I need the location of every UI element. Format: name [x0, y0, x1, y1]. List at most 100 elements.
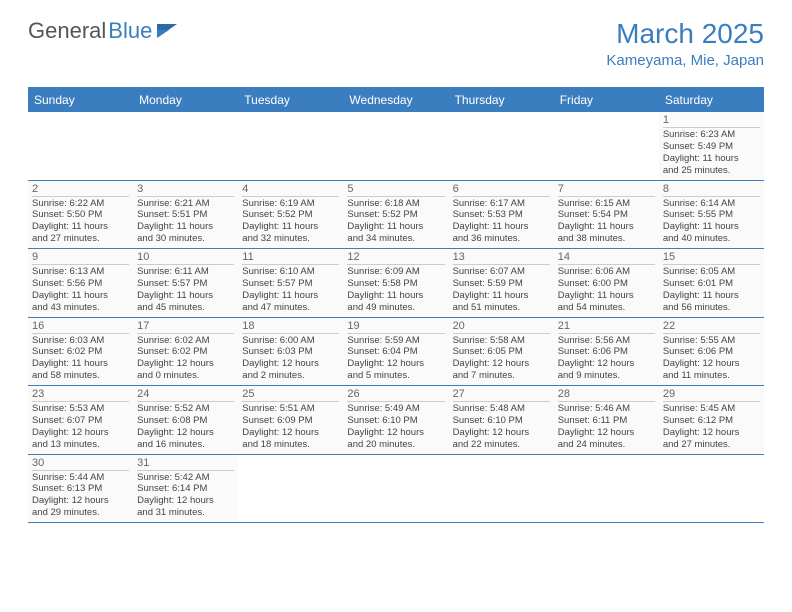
day-header: Wednesday [343, 89, 448, 112]
day-cell: 1Sunrise: 6:23 AMSunset: 5:49 PMDaylight… [659, 112, 764, 180]
day-cell: 27Sunrise: 5:48 AMSunset: 6:10 PMDayligh… [449, 386, 554, 454]
day-info: Sunrise: 5:48 AMSunset: 6:10 PMDaylight:… [453, 403, 550, 451]
day-number: 28 [558, 388, 655, 402]
day-number: 8 [663, 183, 760, 197]
day-info: Sunrise: 6:18 AMSunset: 5:52 PMDaylight:… [347, 198, 444, 246]
day-info: Sunrise: 5:44 AMSunset: 6:13 PMDaylight:… [32, 472, 129, 520]
month-title: March 2025 [606, 18, 764, 50]
day-number: 30 [32, 457, 129, 471]
day-cell: 22Sunrise: 5:55 AMSunset: 6:06 PMDayligh… [659, 318, 764, 386]
day-info: Sunrise: 6:17 AMSunset: 5:53 PMDaylight:… [453, 198, 550, 246]
location: Kameyama, Mie, Japan [606, 52, 764, 69]
day-cell: 18Sunrise: 6:00 AMSunset: 6:03 PMDayligh… [238, 318, 343, 386]
day-cell: 15Sunrise: 6:05 AMSunset: 6:01 PMDayligh… [659, 249, 764, 317]
day-number: 19 [347, 320, 444, 334]
day-number: 24 [137, 388, 234, 402]
day-cell: 3Sunrise: 6:21 AMSunset: 5:51 PMDaylight… [133, 181, 238, 249]
day-number: 27 [453, 388, 550, 402]
day-cell [449, 112, 554, 180]
day-number: 3 [137, 183, 234, 197]
day-cell: 28Sunrise: 5:46 AMSunset: 6:11 PMDayligh… [554, 386, 659, 454]
day-info: Sunrise: 6:11 AMSunset: 5:57 PMDaylight:… [137, 266, 234, 314]
day-number: 22 [663, 320, 760, 334]
day-cell: 26Sunrise: 5:49 AMSunset: 6:10 PMDayligh… [343, 386, 448, 454]
day-cell [238, 112, 343, 180]
day-info: Sunrise: 6:09 AMSunset: 5:58 PMDaylight:… [347, 266, 444, 314]
day-cell: 5Sunrise: 6:18 AMSunset: 5:52 PMDaylight… [343, 181, 448, 249]
day-cell: 11Sunrise: 6:10 AMSunset: 5:57 PMDayligh… [238, 249, 343, 317]
calendar: SundayMondayTuesdayWednesdayThursdayFrid… [28, 87, 764, 523]
day-info: Sunrise: 5:58 AMSunset: 6:05 PMDaylight:… [453, 335, 550, 383]
day-cell [554, 455, 659, 523]
day-info: Sunrise: 6:13 AMSunset: 5:56 PMDaylight:… [32, 266, 129, 314]
day-number: 13 [453, 251, 550, 265]
day-number: 14 [558, 251, 655, 265]
day-cell: 2Sunrise: 6:22 AMSunset: 5:50 PMDaylight… [28, 181, 133, 249]
day-number: 2 [32, 183, 129, 197]
day-info: Sunrise: 6:00 AMSunset: 6:03 PMDaylight:… [242, 335, 339, 383]
day-header: Friday [554, 89, 659, 112]
day-cell: 14Sunrise: 6:06 AMSunset: 6:00 PMDayligh… [554, 249, 659, 317]
day-cell: 30Sunrise: 5:44 AMSunset: 6:13 PMDayligh… [28, 455, 133, 523]
day-info: Sunrise: 6:03 AMSunset: 6:02 PMDaylight:… [32, 335, 129, 383]
day-cell: 17Sunrise: 6:02 AMSunset: 6:02 PMDayligh… [133, 318, 238, 386]
day-header: Thursday [449, 89, 554, 112]
week-row: 23Sunrise: 5:53 AMSunset: 6:07 PMDayligh… [28, 386, 764, 455]
day-info: Sunrise: 5:49 AMSunset: 6:10 PMDaylight:… [347, 403, 444, 451]
day-number: 7 [558, 183, 655, 197]
day-header: Sunday [28, 89, 133, 112]
day-cell: 31Sunrise: 5:42 AMSunset: 6:14 PMDayligh… [133, 455, 238, 523]
day-number: 18 [242, 320, 339, 334]
flag-icon [157, 24, 177, 38]
day-header: Saturday [659, 89, 764, 112]
week-row: 9Sunrise: 6:13 AMSunset: 5:56 PMDaylight… [28, 249, 764, 318]
logo-text-general: General [28, 18, 106, 44]
header: General Blue March 2025 Kameyama, Mie, J… [0, 0, 792, 77]
day-info: Sunrise: 6:10 AMSunset: 5:57 PMDaylight:… [242, 266, 339, 314]
day-cell: 16Sunrise: 6:03 AMSunset: 6:02 PMDayligh… [28, 318, 133, 386]
week-row: 2Sunrise: 6:22 AMSunset: 5:50 PMDaylight… [28, 181, 764, 250]
day-cell: 24Sunrise: 5:52 AMSunset: 6:08 PMDayligh… [133, 386, 238, 454]
logo: General Blue [28, 18, 177, 44]
day-number: 15 [663, 251, 760, 265]
day-number: 4 [242, 183, 339, 197]
day-number: 31 [137, 457, 234, 471]
day-cell [133, 112, 238, 180]
day-number: 20 [453, 320, 550, 334]
day-number: 17 [137, 320, 234, 334]
day-header: Monday [133, 89, 238, 112]
day-info: Sunrise: 6:19 AMSunset: 5:52 PMDaylight:… [242, 198, 339, 246]
day-info: Sunrise: 6:14 AMSunset: 5:55 PMDaylight:… [663, 198, 760, 246]
day-cell: 29Sunrise: 5:45 AMSunset: 6:12 PMDayligh… [659, 386, 764, 454]
day-info: Sunrise: 5:52 AMSunset: 6:08 PMDaylight:… [137, 403, 234, 451]
day-info: Sunrise: 5:51 AMSunset: 6:09 PMDaylight:… [242, 403, 339, 451]
day-number: 29 [663, 388, 760, 402]
day-header: Tuesday [238, 89, 343, 112]
day-number: 6 [453, 183, 550, 197]
day-number: 5 [347, 183, 444, 197]
day-info: Sunrise: 5:53 AMSunset: 6:07 PMDaylight:… [32, 403, 129, 451]
day-cell: 6Sunrise: 6:17 AMSunset: 5:53 PMDaylight… [449, 181, 554, 249]
day-number: 1 [663, 114, 760, 128]
day-info: Sunrise: 5:45 AMSunset: 6:12 PMDaylight:… [663, 403, 760, 451]
day-cell [238, 455, 343, 523]
day-info: Sunrise: 6:02 AMSunset: 6:02 PMDaylight:… [137, 335, 234, 383]
day-number: 25 [242, 388, 339, 402]
day-info: Sunrise: 5:46 AMSunset: 6:11 PMDaylight:… [558, 403, 655, 451]
day-cell [343, 455, 448, 523]
title-block: March 2025 Kameyama, Mie, Japan [606, 18, 764, 69]
day-info: Sunrise: 6:07 AMSunset: 5:59 PMDaylight:… [453, 266, 550, 314]
day-header-row: SundayMondayTuesdayWednesdayThursdayFrid… [28, 89, 764, 112]
day-cell: 20Sunrise: 5:58 AMSunset: 6:05 PMDayligh… [449, 318, 554, 386]
day-cell: 13Sunrise: 6:07 AMSunset: 5:59 PMDayligh… [449, 249, 554, 317]
day-cell: 25Sunrise: 5:51 AMSunset: 6:09 PMDayligh… [238, 386, 343, 454]
day-number: 11 [242, 251, 339, 265]
day-info: Sunrise: 5:56 AMSunset: 6:06 PMDaylight:… [558, 335, 655, 383]
day-info: Sunrise: 6:06 AMSunset: 6:00 PMDaylight:… [558, 266, 655, 314]
day-cell: 9Sunrise: 6:13 AMSunset: 5:56 PMDaylight… [28, 249, 133, 317]
week-row: 1Sunrise: 6:23 AMSunset: 5:49 PMDaylight… [28, 112, 764, 181]
day-cell: 21Sunrise: 5:56 AMSunset: 6:06 PMDayligh… [554, 318, 659, 386]
day-cell: 4Sunrise: 6:19 AMSunset: 5:52 PMDaylight… [238, 181, 343, 249]
day-cell: 12Sunrise: 6:09 AMSunset: 5:58 PMDayligh… [343, 249, 448, 317]
day-number: 10 [137, 251, 234, 265]
